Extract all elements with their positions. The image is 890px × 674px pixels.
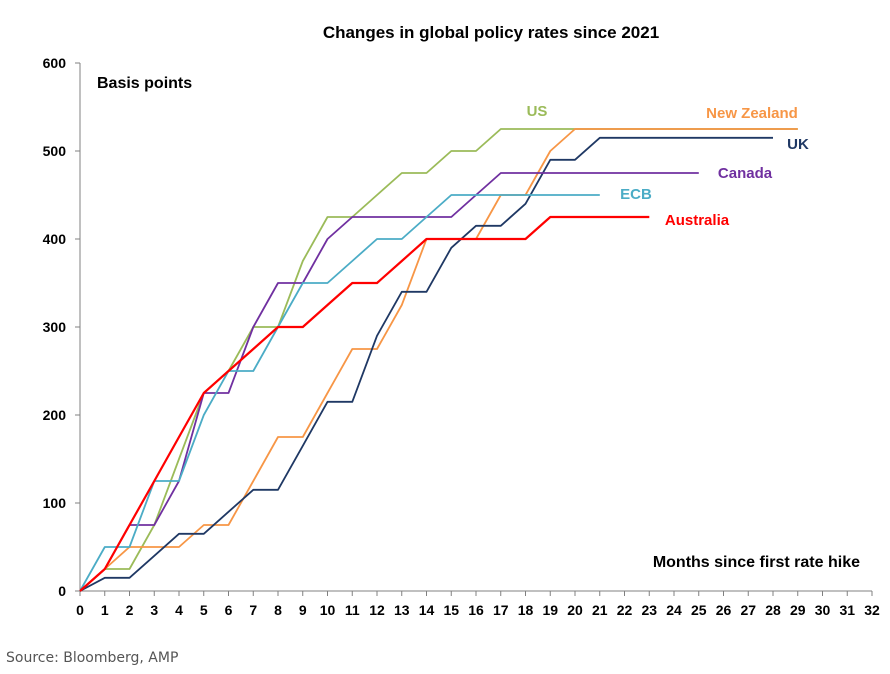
series-line-uk (79, 136, 773, 592)
x-tick-label: 17 (493, 602, 509, 618)
x-tick-label: 29 (790, 602, 806, 618)
x-tick-label: 1 (101, 602, 109, 618)
y-tick-label: 100 (43, 495, 67, 511)
x-tick-label: 10 (320, 602, 336, 618)
series-label-us: US (527, 103, 548, 120)
y-tick-label: 200 (43, 407, 67, 423)
x-tick-label: 19 (542, 602, 558, 618)
x-tick-label: 30 (815, 602, 831, 618)
x-tick-label: 22 (617, 602, 633, 618)
x-tick-label: 12 (369, 602, 385, 618)
x-tick-label: 16 (468, 602, 484, 618)
series-layer: US New Zealand UK Canada ECB Australia (79, 103, 809, 592)
y-tick-label: 500 (43, 143, 67, 159)
x-tick-label: 26 (716, 602, 732, 618)
x-tick-label: 6 (225, 602, 233, 618)
y-tick-label: 300 (43, 319, 67, 335)
y-tick-label: 600 (43, 55, 67, 71)
series-line-ecb (79, 194, 600, 592)
x-tick-label: 18 (518, 602, 534, 618)
x-tick-label: 14 (419, 602, 435, 618)
series-label-australia: Australia (665, 212, 730, 229)
series-label-canada: Canada (718, 165, 773, 182)
x-tick-label: 24 (666, 602, 682, 618)
series-label-uk: UK (787, 136, 809, 153)
x-tick-label: 2 (126, 602, 134, 618)
x-tick-label: 5 (200, 602, 208, 618)
x-tick-label: 31 (839, 602, 855, 618)
x-tick-label: 27 (740, 602, 756, 618)
y-axis-label: Basis points (97, 75, 192, 92)
chart-title: Changes in global policy rates since 202… (323, 23, 659, 42)
x-tick-label: 0 (76, 602, 84, 618)
x-tick-label: 13 (394, 602, 410, 618)
x-tick-label: 21 (592, 602, 608, 618)
x-tick-label: 9 (299, 602, 307, 618)
y-tick-label: 400 (43, 231, 67, 247)
series-line-us (79, 128, 798, 592)
series-line-australia (79, 215, 650, 592)
x-tick-label: 11 (345, 602, 360, 618)
x-axis-label: Months since first rate hike (653, 554, 860, 571)
source-note: Source: Bloomberg, AMP (6, 650, 179, 666)
series-label-ecb: ECB (620, 186, 652, 203)
x-tick-label: 23 (641, 602, 657, 618)
series-label-new-zealand: New Zealand (706, 105, 798, 122)
x-tick-label: 15 (443, 602, 459, 618)
y-tick-label: 0 (58, 583, 66, 599)
x-tick-label: 32 (864, 602, 880, 618)
x-tick-label: 25 (691, 602, 707, 618)
x-tick-label: 8 (274, 602, 282, 618)
x-tick-label: 20 (567, 602, 583, 618)
x-tick-label: 4 (175, 602, 183, 618)
series-line-new-zealand (79, 128, 798, 592)
series-line-canada (79, 172, 699, 592)
x-tick-label: 7 (249, 602, 257, 618)
policy-rates-chart: Changes in global policy rates since 202… (43, 23, 880, 618)
x-tick-label: 3 (150, 602, 158, 618)
x-tick-label: 28 (765, 602, 781, 618)
